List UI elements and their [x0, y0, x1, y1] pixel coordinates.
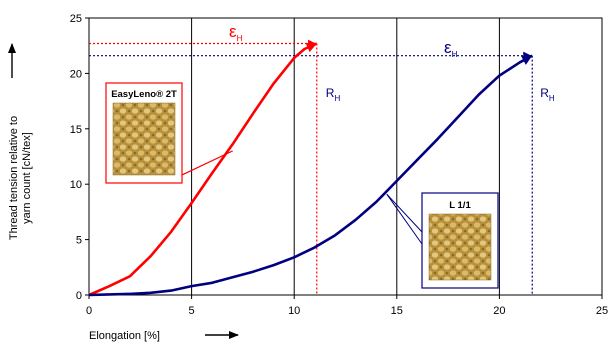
x-tick-label: 25: [596, 305, 608, 317]
y-axis-label: Thread tension relative to yarn count [c…: [8, 116, 33, 240]
x-axis-label: Elongation [%]: [89, 330, 160, 342]
grid-lines: [191, 18, 500, 295]
y-tick-label: 5: [76, 235, 82, 247]
fabric-image: [112, 102, 176, 176]
y-tick-label: 25: [70, 13, 82, 25]
plot-frame: [88, 17, 603, 296]
x-tick-label: 0: [86, 305, 92, 317]
y-tick-label: 15: [70, 124, 82, 136]
series-line-easyleno: [88, 42, 318, 297]
guide-lines: [89, 39, 533, 295]
svg-text:yarn count [cN/tex]: yarn count [cN/tex]: [21, 132, 33, 224]
callout-leader: [386, 193, 423, 245]
callout-l11: L 1/1: [386, 192, 499, 289]
epsilon-label-l11: εH: [444, 38, 458, 59]
y-tick-label: 0: [76, 290, 82, 302]
callout-label: EasyLeno® 2T: [111, 89, 177, 100]
y-tick-label: 10: [70, 179, 82, 191]
callout-leader: [386, 193, 423, 233]
x-tick-label: 10: [288, 305, 300, 317]
r-label-l11: RH: [540, 86, 555, 103]
y-tick-label: 20: [70, 68, 82, 80]
callout-label: L 1/1: [449, 200, 471, 211]
y-tick-labels: 0 5 10 15 20 25: [70, 13, 89, 302]
callout-leader: [181, 150, 233, 176]
series-line-l11: [88, 54, 533, 297]
r-label-easyleno: RH: [326, 86, 341, 103]
x-tick-label: 5: [189, 305, 195, 317]
callouts: EasyLeno® 2T L 1/1: [105, 82, 499, 289]
fabric-image: [428, 213, 492, 281]
svg-text:Thread tension relative to: Thread tension relative to: [8, 116, 20, 240]
break-arrow-easyleno: [305, 43, 317, 53]
annotations: εH εH RH RH: [229, 22, 555, 103]
epsilon-label-easyleno: εH: [229, 22, 243, 43]
x-tick-label: 20: [493, 305, 505, 317]
x-tick-label: 15: [391, 305, 403, 317]
x-tick-labels: 0 5 10 15 20 25: [86, 295, 608, 317]
callout-easyleno: EasyLeno® 2T: [105, 82, 233, 184]
break-arrow-l11: [521, 55, 533, 65]
